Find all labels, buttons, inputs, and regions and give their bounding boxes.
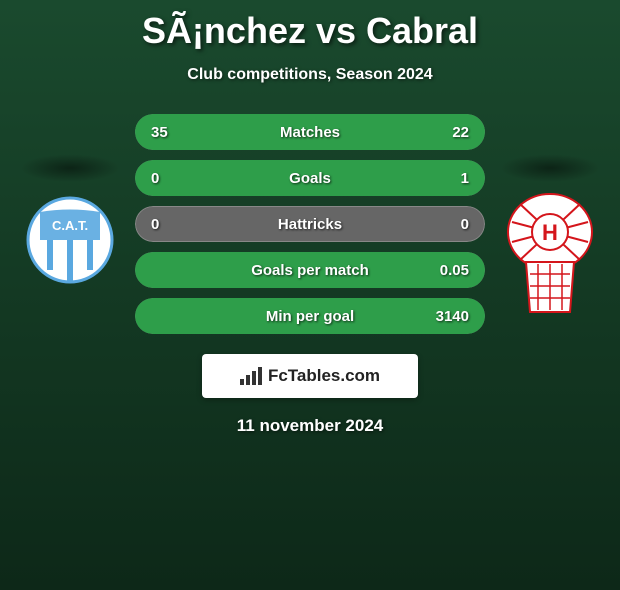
subtitle: Club competitions, Season 2024 [0, 66, 620, 84]
stat-value-left: 0 [151, 170, 191, 187]
stat-row: 0Goals1 [135, 160, 485, 196]
huracan-club-badge-icon: H [500, 192, 600, 322]
shadow-ellipse [500, 154, 600, 182]
brand-text: FcTables.com [268, 366, 380, 386]
svg-text:C.A.T.: C.A.T. [52, 218, 88, 233]
date-text: 11 november 2024 [0, 416, 620, 436]
shadow-ellipse [20, 154, 120, 182]
stat-row: Min per goal3140 [135, 298, 485, 334]
stat-value-right: 1 [429, 170, 469, 187]
svg-text:H: H [542, 220, 558, 245]
stat-value-right: 0 [429, 216, 469, 233]
bar-chart-icon [240, 367, 262, 385]
stat-row: Goals per match0.05 [135, 252, 485, 288]
left-player-badge: C.A.T. [20, 154, 120, 297]
stat-value-right: 22 [429, 124, 469, 141]
stat-label: Goals per match [191, 262, 429, 279]
stat-label: Goals [191, 170, 429, 187]
stat-label: Hattricks [191, 216, 429, 233]
brand-box[interactable]: FcTables.com [202, 354, 418, 398]
page-title: SÃ¡nchez vs Cabral [0, 10, 620, 52]
stat-label: Min per goal [191, 308, 429, 325]
stat-value-right: 0.05 [429, 262, 469, 279]
stat-value-left: 0 [151, 216, 191, 233]
stat-value-right: 3140 [429, 308, 469, 325]
cat-club-badge-icon: C.A.T. [20, 192, 120, 292]
stat-row: 35Matches22 [135, 114, 485, 150]
stat-row: 0Hattricks0 [135, 206, 485, 242]
content-area: C.A.T. H 35Matches220Goals10Hattricks0Go… [0, 114, 620, 436]
stat-label: Matches [191, 124, 429, 141]
stats-container: 35Matches220Goals10Hattricks0Goals per m… [135, 114, 485, 334]
stat-value-left: 35 [151, 124, 191, 141]
right-player-badge: H [500, 154, 600, 327]
